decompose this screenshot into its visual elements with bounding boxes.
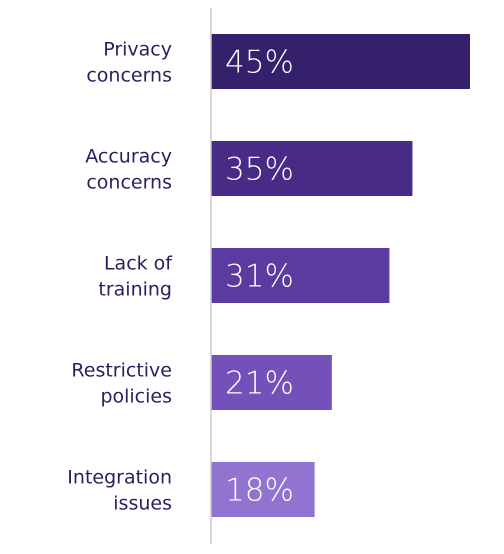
bar-value-label-2: 31%: [225, 259, 294, 295]
bar-value-label-4: 18%: [225, 473, 294, 509]
category-label-3-line-1: policies: [100, 386, 172, 408]
bar-0: [211, 34, 470, 89]
bar-3: [211, 355, 332, 410]
bar-1: [211, 141, 413, 196]
category-label-0-line-0: Privacy: [103, 39, 172, 61]
category-label-2-line-1: training: [98, 279, 172, 301]
category-label-1-line-1: concerns: [86, 172, 172, 194]
bars-layer: 45% 35% 31% 21% 18%: [211, 34, 470, 517]
bar-value-label-3: 21%: [225, 366, 294, 402]
category-label-1-line-0: Accuracy: [85, 146, 172, 168]
category-label-4-line-1: issues: [113, 493, 172, 515]
category-labels-layer: Privacy concerns Accuracy concerns Lack of tr…: [67, 39, 173, 515]
bar-2: [211, 248, 390, 303]
category-label-2-line-0: Lack of: [104, 253, 173, 275]
bar-value-label-0: 45%: [225, 45, 294, 81]
category-label-4-line-0: Integration: [67, 467, 172, 489]
bar-value-label-1: 35%: [225, 152, 294, 188]
category-label-3-line-0: Restrictive: [71, 360, 172, 382]
category-label-0-line-1: concerns: [86, 65, 172, 87]
bar-4: [211, 462, 315, 517]
